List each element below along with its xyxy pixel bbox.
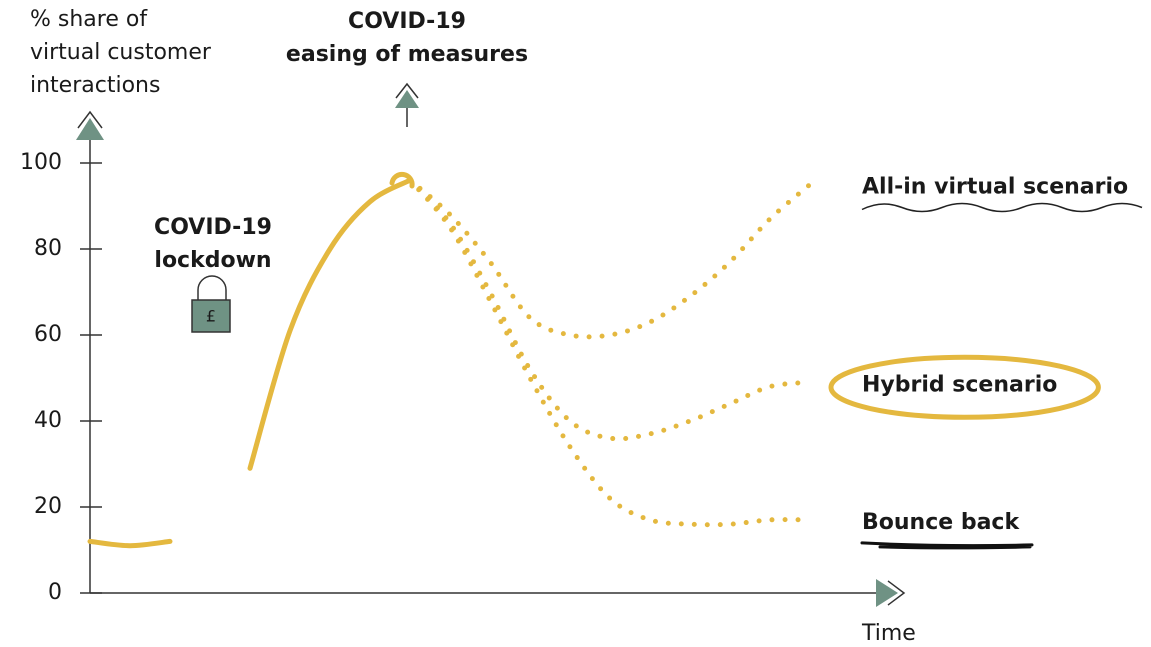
underline	[860, 541, 1034, 550]
peak-loop	[389, 171, 415, 189]
y-tick-label: 80	[34, 236, 62, 261]
y-axis-label: % share of	[30, 7, 148, 32]
y-tick-label: 40	[34, 408, 62, 433]
annotation: COVID-19	[348, 9, 466, 34]
y-axis-label: interactions	[30, 73, 160, 98]
series-label: Hybrid scenario	[862, 372, 1057, 397]
series-line	[407, 177, 813, 442]
y-axis-label: virtual customer	[30, 40, 212, 65]
y-tick-label: 20	[34, 494, 62, 519]
lock-icon: £	[191, 275, 231, 333]
y-axis-arrow	[76, 110, 104, 140]
annotation: easing of measures	[286, 42, 528, 67]
series-label: All-in virtual scenario	[862, 175, 1128, 200]
arrow-icon	[395, 82, 419, 127]
y-tick-label: 100	[20, 150, 62, 175]
squiggle	[861, 202, 1143, 213]
y-tick-label: 60	[34, 322, 62, 347]
x-axis-arrow	[876, 579, 906, 607]
highlight-ellipse	[828, 354, 1101, 420]
series-line	[407, 177, 813, 528]
annotation: lockdown	[154, 248, 271, 273]
series-line	[87, 177, 413, 549]
series-label: Bounce back	[862, 510, 1020, 535]
y-tick-label: 0	[48, 580, 62, 605]
svg-text:£: £	[206, 307, 216, 326]
series-line	[407, 177, 813, 340]
x-axis-label: Time	[861, 621, 916, 646]
annotation: COVID-19	[154, 215, 272, 240]
